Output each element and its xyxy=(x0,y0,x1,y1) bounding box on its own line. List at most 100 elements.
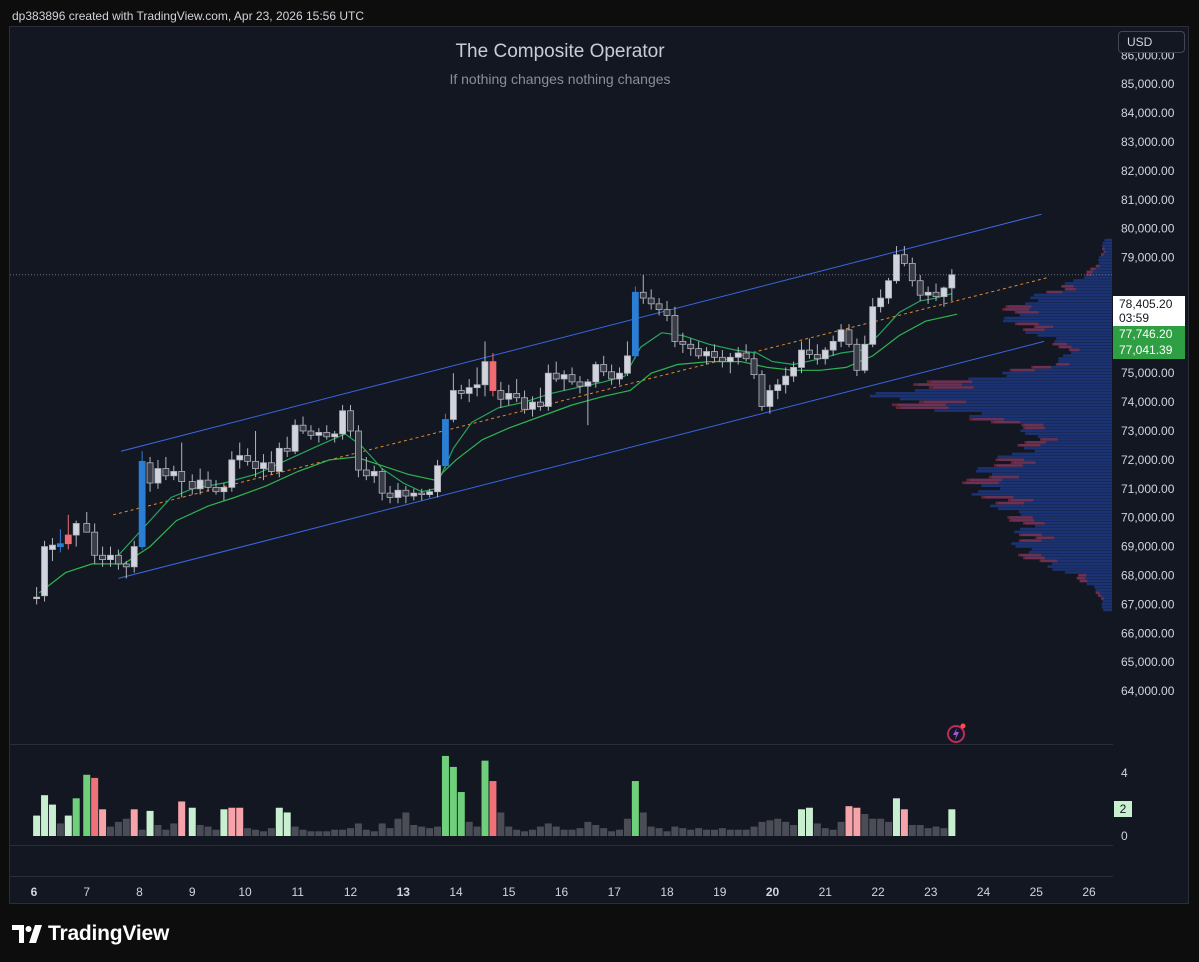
candle-body xyxy=(347,410,354,432)
candle xyxy=(347,404,354,437)
candle-body xyxy=(307,430,315,436)
volume-bar xyxy=(196,825,204,836)
volume-bar xyxy=(204,826,212,836)
volume-bar xyxy=(91,777,99,836)
candle-body xyxy=(370,471,378,477)
time-tick-label: 10 xyxy=(238,885,252,899)
candle-body xyxy=(932,291,940,298)
tradingview-logo[interactable]: TradingView xyxy=(12,922,169,946)
candle-body xyxy=(624,355,631,374)
volume-bar xyxy=(481,760,489,836)
candle xyxy=(267,451,275,475)
profile-row xyxy=(1051,562,1112,566)
profile-row xyxy=(1011,452,1112,456)
profile-row xyxy=(1015,545,1112,548)
price-channel[interactable] xyxy=(113,213,1047,579)
profile-row xyxy=(918,383,1112,386)
candle xyxy=(924,286,932,304)
profile-row-red xyxy=(1022,521,1045,525)
profile-row-red xyxy=(1014,311,1039,314)
candle-body xyxy=(608,371,616,380)
profile-row xyxy=(1017,311,1112,314)
profile-row xyxy=(1058,357,1112,360)
profile-row xyxy=(1030,296,1112,300)
price-tick-label: 73,000.00 xyxy=(1121,424,1175,438)
candle-body xyxy=(315,432,323,436)
bar-countdown: 03:59 xyxy=(1119,311,1150,325)
volume-bar xyxy=(750,826,758,836)
price-tick-label: 67,000.00 xyxy=(1121,597,1175,611)
volume-bar xyxy=(885,821,893,836)
profile-row-red xyxy=(1100,253,1104,256)
volume-bar xyxy=(347,828,354,836)
profile-row xyxy=(997,455,1112,459)
profile-row xyxy=(998,507,1112,511)
profile-row-red xyxy=(1076,576,1086,580)
profile-row xyxy=(1034,449,1112,453)
candle xyxy=(91,523,99,564)
profile-row xyxy=(1024,446,1112,450)
sparkle-assistant-icon[interactable] xyxy=(945,722,967,744)
candle xyxy=(758,370,766,411)
candle xyxy=(600,355,608,377)
time-axis[interactable]: 6 7 8 9 10 11 12 13 14 15 16 17 18 19 20 21 22 23 24 25 26 xyxy=(31,885,1096,899)
candle xyxy=(457,384,465,400)
profile-row-red xyxy=(1002,308,1030,311)
time-tick-label: 25 xyxy=(1030,885,1044,899)
profile-row xyxy=(1063,354,1112,357)
currency-button[interactable]: USD xyxy=(1118,31,1185,53)
profile-row xyxy=(1033,293,1112,297)
channel-midline xyxy=(113,277,1047,516)
price-axis[interactable]: 64,000.00 65,000.00 66,000.00 67,000.00 68,0… xyxy=(1121,48,1175,698)
profile-row xyxy=(1041,559,1112,563)
candle-body xyxy=(529,401,536,410)
candle xyxy=(283,436,291,458)
candle-body xyxy=(323,432,331,438)
profile-row xyxy=(1010,498,1112,502)
profile-row xyxy=(1099,256,1112,259)
volume-bar xyxy=(528,829,536,836)
volume-bar xyxy=(307,831,315,836)
channel-lower-line xyxy=(118,340,1045,579)
candle-body xyxy=(426,491,434,495)
profile-row xyxy=(1031,547,1112,551)
candle-body xyxy=(378,471,386,494)
profile-row xyxy=(977,467,1112,470)
candle-body xyxy=(837,329,845,342)
candle xyxy=(940,286,948,307)
profile-row-red xyxy=(981,495,1014,499)
volume-bar xyxy=(315,831,323,836)
profile-row xyxy=(1025,331,1112,334)
profile-row xyxy=(1011,519,1112,522)
profile-row xyxy=(1098,258,1112,262)
profile-row xyxy=(1037,536,1112,540)
time-tick-label: 17 xyxy=(608,885,622,899)
candle-body xyxy=(584,381,592,387)
profile-row-red xyxy=(1015,322,1039,326)
profile-row-red xyxy=(1010,461,1036,464)
profile-row xyxy=(1011,542,1112,545)
candle-body xyxy=(655,303,663,311)
candle-body xyxy=(695,348,703,357)
candle-body xyxy=(663,309,671,316)
candle xyxy=(465,378,473,403)
profile-row-red xyxy=(962,481,999,485)
chart-frame[interactable] xyxy=(9,26,1189,904)
volume-bar xyxy=(608,831,616,836)
profile-row xyxy=(971,493,1112,496)
candle xyxy=(734,347,742,365)
candle xyxy=(505,384,513,405)
profile-row-red xyxy=(1086,270,1093,274)
price-tick-label: 82,000.00 xyxy=(1121,164,1175,178)
chart-svg[interactable]: 64,000.00 65,000.00 66,000.00 67,000.00 68,0… xyxy=(0,0,1199,905)
time-tick-label: 23 xyxy=(924,885,938,899)
volume-bar xyxy=(220,809,228,836)
volume-bar xyxy=(774,818,782,836)
volume-bar xyxy=(56,823,64,836)
pane-separator[interactable] xyxy=(10,744,1113,745)
volume-bar xyxy=(869,818,877,836)
ma-fast-tag: 77,746.20 xyxy=(1113,326,1185,343)
profile-row xyxy=(1098,594,1112,597)
candle xyxy=(806,338,813,359)
candle-body xyxy=(505,393,513,400)
